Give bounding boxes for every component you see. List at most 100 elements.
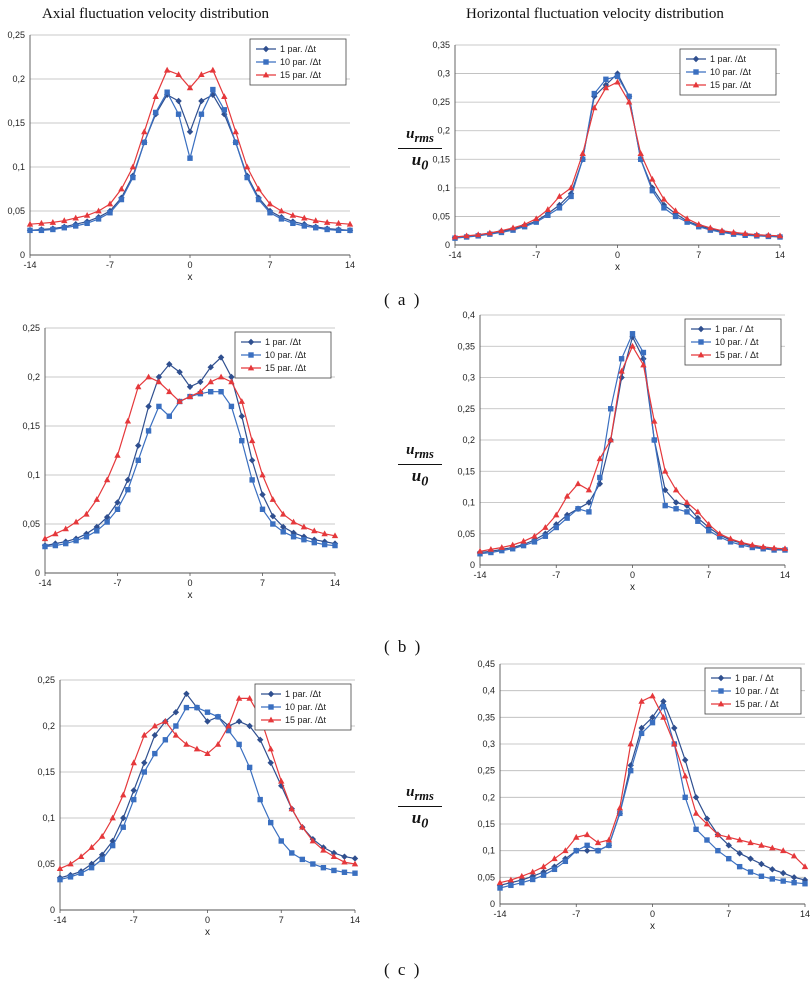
chart-b-right: 0 0,05 0,1 0,15 0,2 0,25 0,3 0,35 0,4 -14 -7 0 7 14 x 1… [445, 305, 800, 600]
chart-svg: 0 0,05 0,1 0,15 0,2 0,25 -14 -7 0 7 14 x 1 par. /Δt 1… [7, 30, 355, 283]
data-point-series-2 [267, 210, 273, 216]
data-point-series-1 [120, 814, 127, 822]
data-point-series-2 [114, 506, 121, 512]
data-point-series-3 [120, 791, 127, 798]
data-point-series-1 [135, 442, 142, 449]
data-point-series-3 [246, 695, 253, 701]
data-point-series-3 [741, 230, 749, 236]
data-point-series-2 [153, 109, 159, 116]
data-point-series-3 [607, 436, 614, 443]
y-tick-label: 0,05 [432, 211, 450, 221]
data-point-series-2 [638, 730, 645, 737]
data-point-series-2 [84, 220, 90, 227]
legend-label: 1 par. / Δt [735, 673, 774, 683]
legend-label: 1 par. / Δt [715, 324, 754, 334]
data-point-series-3 [67, 860, 74, 867]
data-point-series-3 [49, 219, 57, 225]
data-point-series-3 [594, 839, 602, 846]
y-tick-label: 0,05 [37, 859, 55, 869]
data-point-series-2 [301, 536, 307, 543]
data-point-series-2 [628, 767, 634, 774]
data-point-series-3 [98, 833, 106, 839]
data-point-series-2 [289, 850, 295, 856]
data-point-series-2 [301, 223, 307, 229]
x-tick-label: 7 [267, 260, 272, 270]
data-point-series-3 [335, 219, 342, 226]
data-point-series-3 [145, 373, 152, 380]
data-point-series-2 [618, 356, 625, 362]
y-tick-label: 0,05 [7, 206, 25, 216]
data-point-series-2 [335, 227, 342, 234]
data-point-series-3 [301, 214, 308, 221]
series-line-3 [44, 376, 336, 540]
data-point-series-3 [760, 543, 767, 550]
y-tick-label: 0,25 [477, 766, 495, 776]
data-point-series-1 [155, 373, 163, 381]
data-point-series-3 [695, 221, 702, 227]
data-point-series-2 [290, 534, 297, 540]
data-point-series-3 [529, 868, 536, 875]
legend-marker [267, 690, 275, 698]
data-point-series-3 [596, 455, 604, 462]
y-tick-label: 0,15 [432, 154, 450, 164]
data-point-series-2 [104, 519, 110, 525]
data-point-series-2 [564, 515, 570, 521]
legend-marker [717, 700, 725, 707]
data-point-series-2 [529, 876, 536, 883]
y-tick-label: 0,2 [42, 721, 55, 731]
x-tick-label: 7 [279, 915, 284, 925]
y-tick-label: 0,05 [22, 519, 40, 529]
data-point-series-1 [217, 354, 225, 361]
data-point-series-3 [780, 847, 787, 854]
x-tick-label: -7 [113, 578, 121, 588]
series-line-1 [499, 700, 806, 886]
data-point-series-3 [312, 217, 319, 224]
data-point-series-3 [660, 713, 667, 720]
data-point-series-3 [221, 93, 228, 99]
series-line-2 [479, 332, 785, 555]
data-point-series-2 [603, 76, 609, 82]
data-point-series-2 [591, 90, 597, 97]
data-point-series-2 [488, 549, 494, 556]
data-point-series-2 [109, 842, 116, 849]
data-point-series-2 [769, 876, 776, 882]
data-point-series-3 [487, 545, 495, 552]
data-point-series-3 [770, 544, 778, 551]
data-point-series-3 [176, 398, 183, 404]
data-point-series-2 [183, 704, 190, 711]
data-point-series-3 [341, 858, 348, 865]
y-label-numerator: urms [398, 784, 442, 807]
data-point-series-3 [266, 200, 274, 207]
data-point-series-2 [682, 794, 688, 801]
chart-c-right: 0 0,05 0,1 0,15 0,2 0,25 0,3 0,35 0,4 0,45 -14 -7 0 7… [465, 655, 810, 940]
data-point-series-3 [141, 128, 148, 135]
data-point-series-2 [556, 205, 563, 211]
data-point-series-3 [591, 104, 598, 111]
data-point-series-3 [204, 750, 211, 756]
data-point-series-1 [661, 486, 669, 494]
data-point-series-3 [235, 695, 243, 701]
data-point-series-2 [672, 213, 679, 220]
data-point-series-3 [637, 150, 644, 156]
x-tick-label: 7 [696, 250, 701, 260]
chart-svg: 0 0,05 0,1 0,15 0,2 0,25 0,3 0,35 -14 -7 0 7 14 x 1 pa… [432, 40, 785, 273]
y-axis-label-b: urms u0 [398, 442, 442, 490]
data-point-series-3 [638, 697, 645, 704]
data-point-series-3 [496, 879, 504, 886]
data-point-series-3 [540, 863, 547, 870]
data-point-series-3 [320, 846, 327, 853]
data-point-series-2 [347, 227, 353, 234]
data-point-series-3 [207, 378, 214, 385]
legend-marker [248, 352, 254, 358]
data-point-series-3 [209, 66, 217, 73]
data-point-series-1 [672, 499, 680, 506]
x-axis-label: x [630, 582, 635, 593]
data-point-series-2 [259, 506, 266, 512]
data-point-series-3 [323, 219, 331, 225]
data-point-series-2 [299, 856, 306, 863]
data-point-series-2 [118, 196, 125, 203]
data-point-series-2 [63, 540, 69, 547]
legend-label: 15 par. /Δt [710, 80, 752, 90]
data-point-series-3 [562, 847, 569, 854]
data-point-series-3 [118, 185, 125, 192]
